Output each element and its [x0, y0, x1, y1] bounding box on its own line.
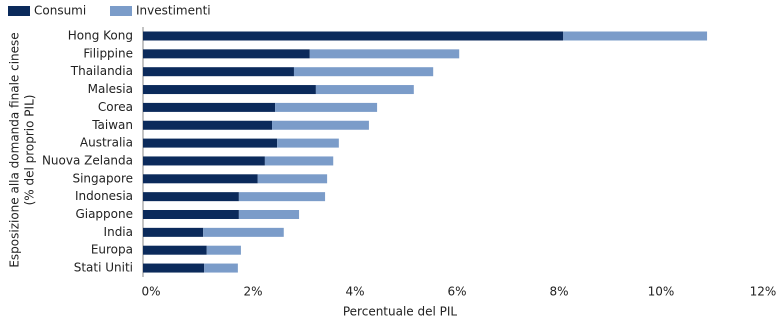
legend-label: Investimenti — [136, 4, 211, 18]
y-tick-label: Europa — [91, 243, 133, 257]
bar-segment — [238, 192, 326, 202]
x-tick-label: 10% — [648, 285, 675, 299]
bar-segment — [143, 263, 205, 273]
y-tick-label: Thailandia — [70, 64, 133, 78]
bar-segment — [143, 138, 278, 148]
bar-segment — [143, 102, 276, 112]
bar-segment — [264, 156, 334, 166]
x-tick-label: 6% — [447, 285, 466, 299]
legend-swatch — [8, 6, 30, 16]
y-tick-label: Nuova Zelanda — [42, 153, 133, 167]
legend-swatch — [110, 6, 132, 16]
bar-segment — [143, 49, 310, 59]
bar-segment — [143, 227, 204, 237]
y-tick-label: Hong Kong — [68, 29, 133, 43]
bar-segment — [143, 245, 207, 255]
bar-segment — [206, 245, 241, 255]
x-axis-title: Percentuale del PIL — [343, 305, 458, 319]
y-tick-label: India — [104, 225, 133, 239]
bar-segment — [272, 120, 369, 130]
x-tick-label: 0% — [141, 285, 160, 299]
y-tick-label: Corea — [98, 100, 133, 114]
bar-segment — [257, 174, 328, 184]
bar-segment — [315, 85, 414, 95]
x-tick-label: 12% — [750, 285, 777, 299]
y-axis-title: Esposizione alla domanda finale cinese — [8, 32, 22, 267]
bar-segment — [275, 102, 378, 112]
bar-segment — [143, 67, 294, 77]
bar-segment — [143, 174, 258, 184]
bar-segment — [143, 120, 273, 130]
y-tick-label: Indonesia — [75, 189, 133, 203]
bar-segment — [143, 210, 239, 219]
bar-segment — [309, 49, 460, 59]
y-tick-label: Filippine — [83, 46, 133, 60]
bar-segment — [563, 31, 708, 41]
bar-segment — [143, 192, 239, 202]
y-axis-title: (% del proprio PIL) — [23, 95, 37, 206]
x-tick-label: 2% — [243, 285, 262, 299]
bar-segment — [293, 67, 434, 77]
x-tick-label: 4% — [345, 285, 364, 299]
y-tick-label: Singapore — [72, 171, 133, 185]
bar-segment — [204, 263, 238, 273]
x-tick-label: 8% — [549, 285, 568, 299]
y-tick-label: Malesia — [88, 82, 133, 96]
bar-segment — [143, 31, 564, 41]
y-tick-label: Taiwan — [91, 118, 133, 132]
bar-segment — [143, 85, 316, 95]
y-tick-label: Giappone — [75, 207, 133, 221]
y-tick-label: Stati Uniti — [74, 261, 133, 275]
bar-segment — [238, 210, 300, 219]
bar-segment — [203, 227, 284, 237]
bar-segment — [143, 156, 265, 166]
y-tick-label: Australia — [80, 136, 133, 150]
bar-segment — [277, 138, 339, 148]
legend-label: Consumi — [34, 4, 86, 18]
